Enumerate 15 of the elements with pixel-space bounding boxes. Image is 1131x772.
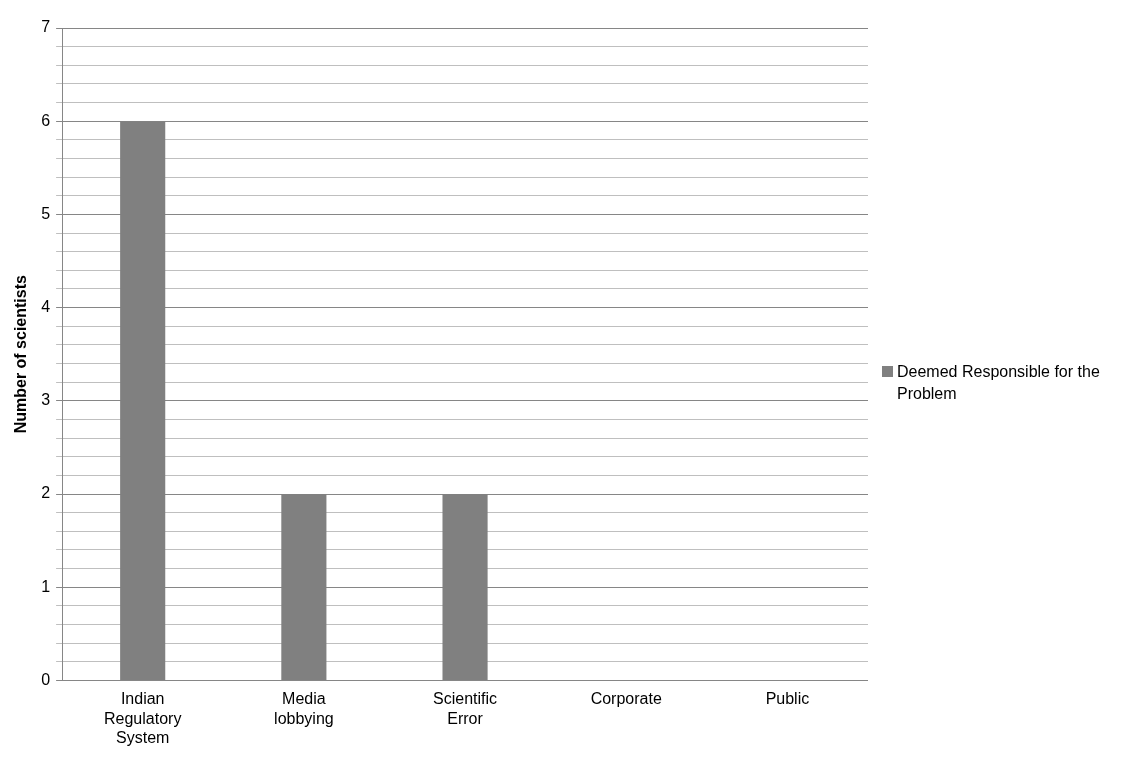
x-tick-label: Public (765, 690, 810, 708)
legend-label: Deemed Responsible for the Problem (897, 362, 1101, 404)
y-tick-label: 6 (41, 111, 51, 129)
y-tick-label: 4 (41, 298, 51, 316)
y-tick-label: 1 (41, 577, 51, 595)
x-tick-label: Media lobbying (274, 690, 334, 727)
x-tick-label: Scientific Error (433, 690, 498, 727)
x-tick-label: Indian Regulatory System (104, 690, 182, 746)
y-axis-title: Number of scientists (12, 274, 30, 434)
y-tick-label: 7 (41, 18, 51, 36)
y-tick-label: 0 (41, 670, 51, 688)
y-tick-label: 5 (41, 204, 51, 222)
y-tick-label: 2 (41, 484, 51, 502)
y-tick-label: 3 (41, 391, 51, 409)
x-tick-label: Corporate (590, 690, 662, 708)
